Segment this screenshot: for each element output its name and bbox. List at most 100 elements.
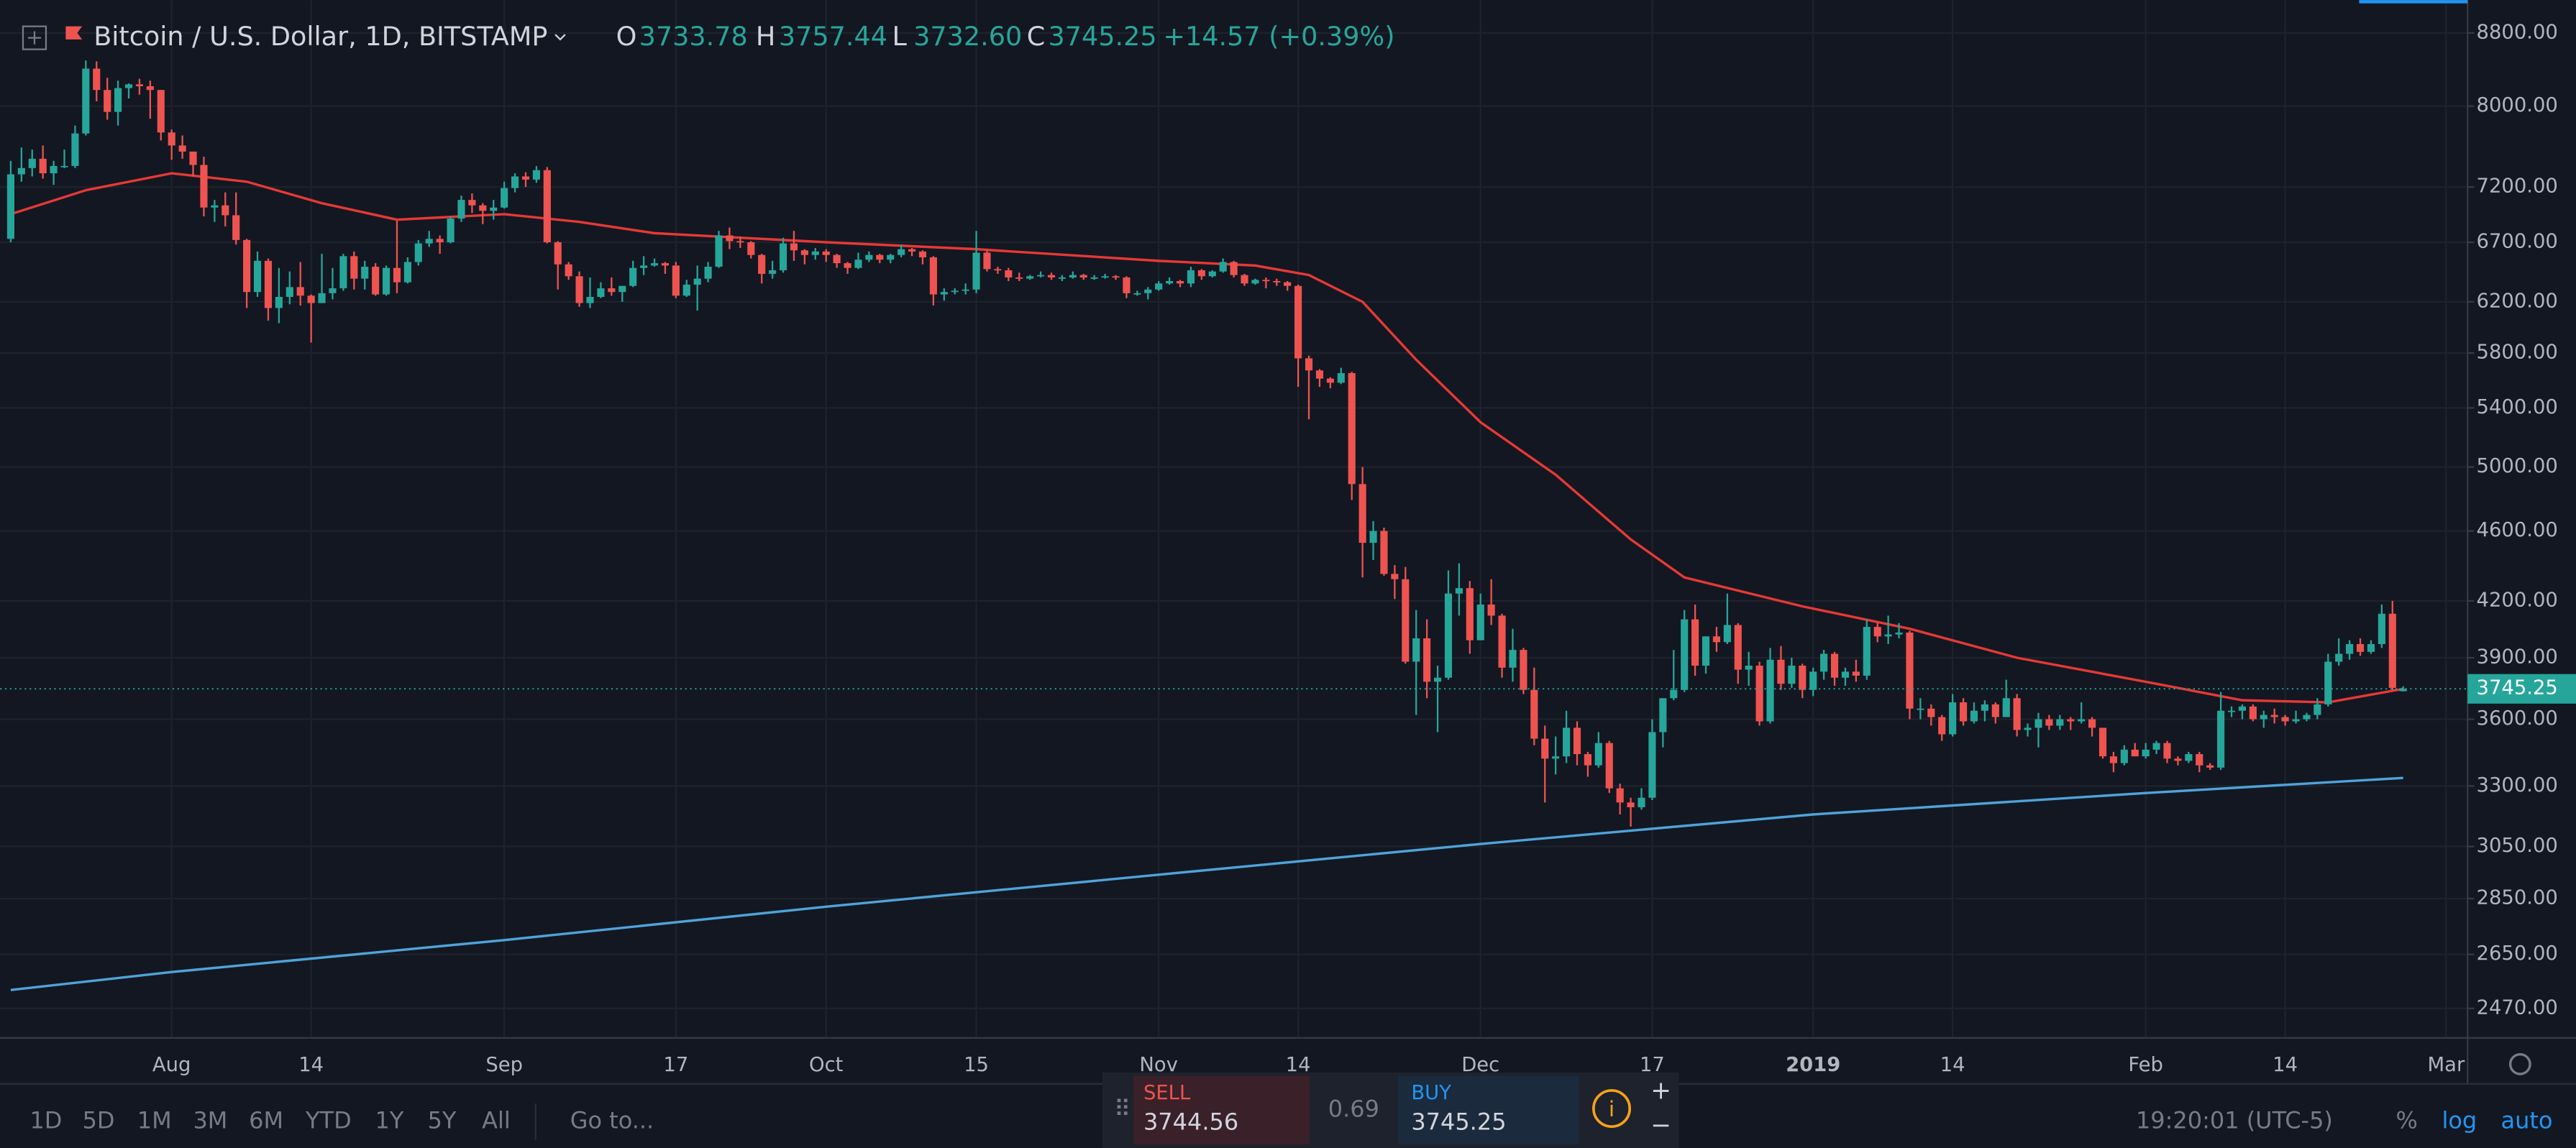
candle-body [350, 256, 358, 279]
candle-body [575, 276, 583, 303]
range-button[interactable]: 1M [137, 1106, 172, 1134]
range-button[interactable]: 3M [193, 1106, 227, 1134]
candle-body [1358, 484, 1366, 543]
candle-body [543, 170, 551, 243]
range-button[interactable]: 5D [83, 1106, 115, 1134]
candle-body [1981, 704, 1988, 711]
ohlc-label: L [892, 21, 907, 52]
y-tick-label: 3600.00 [2477, 707, 2558, 730]
candle-body [93, 68, 101, 91]
candle-body [157, 90, 165, 133]
candle-body [511, 176, 519, 188]
add-symbol-icon[interactable] [22, 25, 47, 50]
candle-body [2249, 706, 2257, 720]
candle-body [1326, 378, 1334, 383]
candle-body [71, 133, 79, 166]
candle-body [1884, 634, 1892, 637]
candle-body [307, 295, 315, 303]
candle-body [650, 263, 659, 266]
candle-body [1230, 262, 1238, 275]
x-tick-label: 14 [2273, 1054, 2298, 1076]
candle-body [962, 289, 969, 291]
x-tick-label: Mar [2428, 1054, 2465, 1076]
percent-toggle[interactable]: % [2396, 1106, 2418, 1134]
symbol-chevron[interactable] [554, 34, 566, 41]
candle-body [1873, 627, 1881, 637]
candle-body [1294, 285, 1302, 359]
goto-button[interactable]: Go to... [570, 1106, 654, 1134]
candle-body [2196, 754, 2203, 766]
candle-body [2098, 727, 2107, 757]
candle-body [6, 174, 14, 239]
candle-body [200, 165, 208, 208]
auto-toggle[interactable]: auto [2500, 1106, 2552, 1134]
y-tick-label: 2470.00 [2477, 996, 2558, 1019]
candle-body [1552, 756, 1560, 759]
ohlc-label: O [616, 21, 637, 52]
candle-body [60, 165, 68, 167]
settings-icon[interactable] [2508, 1052, 2531, 1075]
candle-body [1616, 788, 1624, 803]
drag-handle[interactable]: ⠿ [1114, 1095, 1131, 1122]
range-button[interactable]: 5Y [428, 1106, 457, 1134]
symbol-title[interactable]: Bitcoin / U.S. Dollar, 1D, BITSTAMP [93, 21, 547, 52]
candle-body [865, 254, 873, 260]
candle-body [1702, 636, 1710, 666]
candle-body [1991, 704, 1999, 717]
candle-body [887, 254, 895, 260]
candle-body [1541, 738, 1549, 759]
candle-body [1799, 666, 1807, 690]
candle-body [1369, 531, 1377, 543]
candle-body [2056, 719, 2064, 726]
candle-body [640, 265, 648, 268]
info-icon[interactable] [1592, 1089, 1631, 1129]
candle-body [28, 158, 36, 168]
candle-body [1852, 671, 1860, 676]
candle-body [2078, 719, 2086, 722]
candle-body [769, 270, 777, 274]
candle-body [339, 256, 347, 289]
candle-body [1949, 702, 1957, 735]
candle-body [2378, 613, 2385, 645]
candle-body [1927, 708, 1935, 717]
range-button[interactable]: 1Y [375, 1106, 403, 1134]
candle-body [908, 249, 916, 252]
candle-body [1166, 280, 1174, 284]
x-tick-label: Sep [485, 1054, 523, 1076]
x-tick-label: 17 [663, 1054, 688, 1076]
range-button[interactable]: 1D [29, 1106, 62, 1134]
candle-body [693, 278, 701, 285]
range-button[interactable]: YTD [305, 1106, 352, 1134]
range-button[interactable]: All [482, 1106, 511, 1134]
candle-body [929, 257, 937, 295]
candle-body [329, 288, 337, 293]
candle-body [178, 145, 186, 152]
candle-body [1079, 275, 1087, 277]
qty-plus[interactable]: + [1650, 1077, 1671, 1106]
buy-button[interactable] [1398, 1075, 1579, 1145]
candle-body [800, 250, 808, 255]
candle-body [2367, 644, 2375, 652]
candle-body [1809, 671, 1817, 690]
log-toggle[interactable]: log [2442, 1106, 2477, 1134]
range-button[interactable]: 6M [249, 1106, 283, 1134]
candle-body [1830, 653, 1839, 678]
sell-button[interactable] [1133, 1075, 1310, 1145]
candle-body [1155, 283, 1163, 290]
candle-body [425, 239, 433, 244]
info-glyph: i [1609, 1097, 1614, 1122]
candle-body [393, 267, 401, 283]
y-tick-label: 4200.00 [2477, 589, 2558, 611]
candle-body [747, 242, 755, 255]
y-tick-label: 8800.00 [2477, 21, 2558, 43]
candle-body [2034, 719, 2042, 728]
x-tick-label: Nov [1139, 1054, 1178, 1076]
y-tick-label: 4600.00 [2477, 519, 2558, 541]
candle-body [1648, 732, 1656, 798]
x-tick-label: Dec [1461, 1054, 1499, 1076]
sell-label: SELL [1143, 1082, 1191, 1104]
qty-minus[interactable]: − [1650, 1111, 1671, 1140]
candle-body [521, 176, 530, 180]
x-tick-label: 14 [1940, 1054, 1965, 1076]
candle-body [372, 267, 380, 295]
